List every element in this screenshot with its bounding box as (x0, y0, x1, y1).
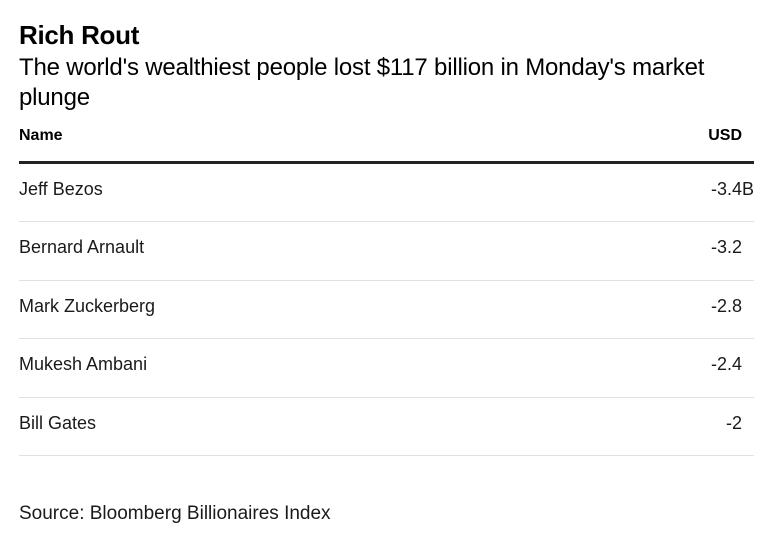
column-header-name: Name (19, 127, 63, 144)
header-divider (19, 161, 754, 164)
chart-subtitle: The world's wealthiest people lost $117 … (19, 54, 705, 111)
row-value: -3.4B (710, 179, 754, 199)
source-note: Source: Bloomberg Billionaires Index (19, 503, 331, 524)
row-name: Mark Zuckerberg (19, 295, 156, 316)
row-value: -3.2 (710, 237, 742, 258)
row-value: -2.4 (710, 354, 742, 375)
table-row: Mark Zuckerberg -2.8 (19, 281, 754, 340)
table-header: Name USD (19, 124, 754, 148)
table-row: Jeff Bezos -3.4B (19, 164, 754, 223)
table-row: Bernard Arnault -3.2 (19, 222, 754, 281)
row-name: Bernard Arnault (19, 237, 145, 258)
row-value: -2 (725, 412, 742, 433)
chart-title: Rich Rout (19, 20, 140, 50)
column-header-usd: USD (708, 127, 742, 144)
table-row: Mukesh Ambani -2.4 (19, 339, 754, 398)
row-name: Mukesh Ambani (19, 354, 148, 375)
row-name: Bill Gates (19, 412, 97, 433)
row-value: -2.8 (710, 295, 742, 316)
row-name: Jeff Bezos (19, 179, 103, 199)
table-row: Bill Gates -2 (19, 398, 754, 456)
table-body: Jeff Bezos -3.4B Bernard Arnault -3.2 Mark Z… (19, 164, 754, 456)
